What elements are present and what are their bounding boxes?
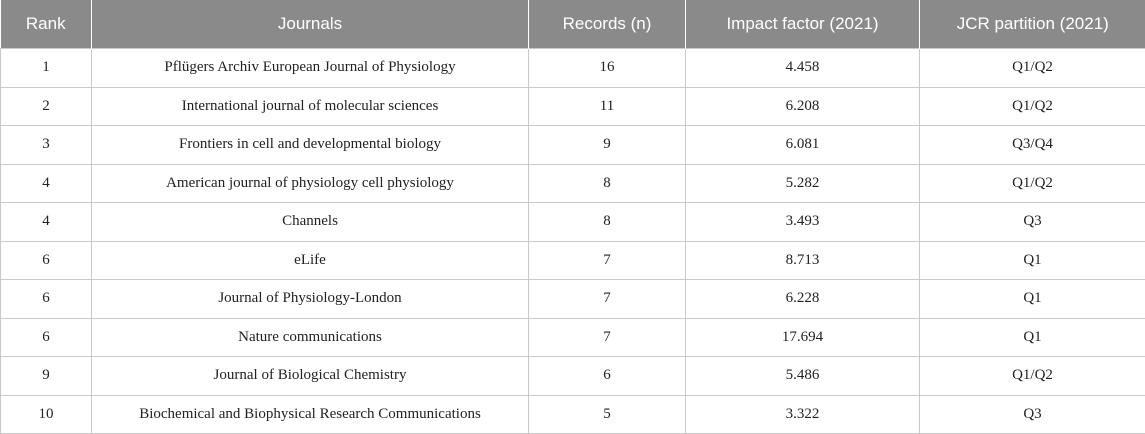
jcr-partition-cell: Q3	[920, 395, 1145, 434]
journal-cell: American journal of physiology cell phys…	[92, 164, 529, 203]
impact-factor-cell: 8.713	[686, 241, 920, 280]
impact-factor-cell: 3.493	[686, 203, 920, 242]
jcr-partition-cell: Q1/Q2	[920, 87, 1145, 126]
records-cell: 9	[529, 126, 686, 165]
jcr-partition-cell: Q1	[920, 318, 1145, 357]
jcr-partition-cell: Q3	[920, 203, 1145, 242]
journal-cell: Journal of Physiology-London	[92, 280, 529, 319]
journal-cell: Channels	[92, 203, 529, 242]
jcr-partition-cell: Q1/Q2	[920, 164, 1145, 203]
journal-cell: Journal of Biological Chemistry	[92, 357, 529, 396]
header-jcr-partition: JCR partition (2021)	[920, 0, 1145, 49]
header-records: Records (n)	[529, 0, 686, 49]
impact-factor-cell: 6.228	[686, 280, 920, 319]
impact-factor-cell: 6.081	[686, 126, 920, 165]
jcr-partition-cell: Q1/Q2	[920, 357, 1145, 396]
header-journals: Journals	[92, 0, 529, 49]
records-cell: 11	[529, 87, 686, 126]
impact-factor-cell: 3.322	[686, 395, 920, 434]
rank-cell: 4	[1, 203, 92, 242]
jcr-partition-cell: Q1	[920, 241, 1145, 280]
journal-cell: International journal of molecular scien…	[92, 87, 529, 126]
rank-cell: 6	[1, 318, 92, 357]
impact-factor-cell: 5.486	[686, 357, 920, 396]
impact-factor-cell: 4.458	[686, 49, 920, 88]
records-cell: 7	[529, 241, 686, 280]
rank-cell: 3	[1, 126, 92, 165]
jcr-partition-cell: Q1/Q2	[920, 49, 1145, 88]
journal-cell: eLife	[92, 241, 529, 280]
rank-cell: 6	[1, 280, 92, 319]
rank-cell: 4	[1, 164, 92, 203]
header-rank: Rank	[1, 0, 92, 49]
impact-factor-cell: 6.208	[686, 87, 920, 126]
rank-cell: 9	[1, 357, 92, 396]
records-cell: 6	[529, 357, 686, 396]
impact-factor-cell: 17.694	[686, 318, 920, 357]
records-cell: 7	[529, 318, 686, 357]
records-cell: 16	[529, 49, 686, 88]
rank-cell: 6	[1, 241, 92, 280]
records-cell: 8	[529, 203, 686, 242]
jcr-partition-cell: Q3/Q4	[920, 126, 1145, 165]
rank-cell: 10	[1, 395, 92, 434]
journal-cell: Frontiers in cell and developmental biol…	[92, 126, 529, 165]
header-row: Rank Journals Records (n) Impact factor …	[1, 0, 1145, 49]
journal-cell: Nature communications	[92, 318, 529, 357]
rank-cell: 2	[1, 87, 92, 126]
rank-cell: 1	[1, 49, 92, 88]
journal-cell: Biochemical and Biophysical Research Com…	[92, 395, 529, 434]
jcr-partition-cell: Q1	[920, 280, 1145, 319]
records-cell: 7	[529, 280, 686, 319]
records-cell: 8	[529, 164, 686, 203]
header-impact-factor: Impact factor (2021)	[686, 0, 920, 49]
journal-cell: Pflügers Archiv European Journal of Phys…	[92, 49, 529, 88]
records-cell: 5	[529, 395, 686, 434]
impact-factor-cell: 5.282	[686, 164, 920, 203]
